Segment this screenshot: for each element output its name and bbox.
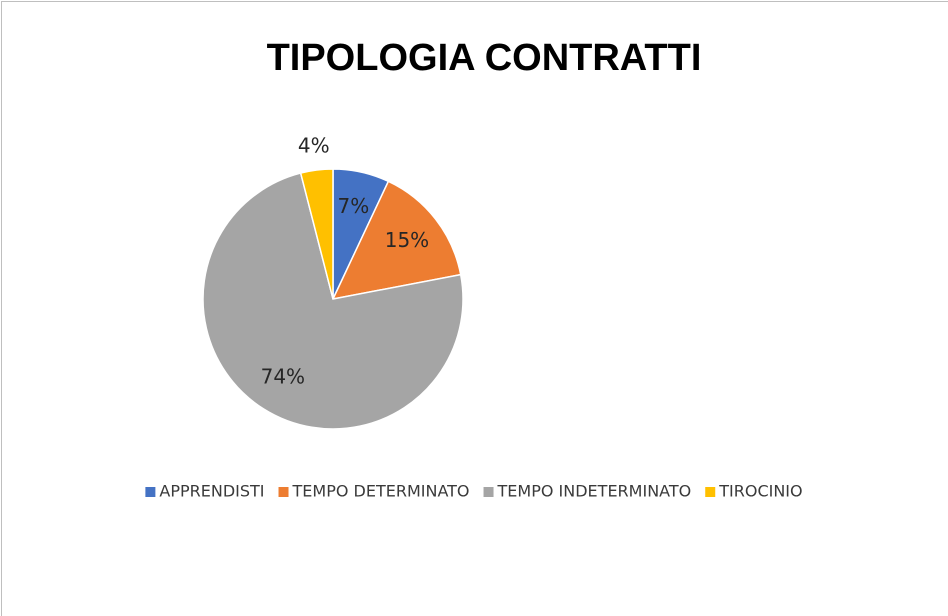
legend-label: TEMPO INDETERMINATO xyxy=(497,482,692,501)
legend-swatch xyxy=(145,487,156,497)
data-label: 15% xyxy=(385,228,429,252)
legend-swatch xyxy=(483,487,494,497)
legend-swatch xyxy=(705,487,716,497)
legend-label: TEMPO DETERMINATO xyxy=(292,482,470,501)
legend-label: APPRENDISTI xyxy=(159,482,264,501)
data-label: 7% xyxy=(338,194,370,218)
pie-slice xyxy=(331,180,462,301)
legend-swatch xyxy=(278,487,289,497)
pie-slice xyxy=(202,172,464,430)
data-label: 74% xyxy=(261,365,305,389)
data-label: 4% xyxy=(298,133,330,157)
chart-title: TIPOLOGIA CONTRATTI xyxy=(267,37,702,79)
pie-slice xyxy=(299,168,334,300)
legend-label: TIROCINIO xyxy=(718,482,802,501)
